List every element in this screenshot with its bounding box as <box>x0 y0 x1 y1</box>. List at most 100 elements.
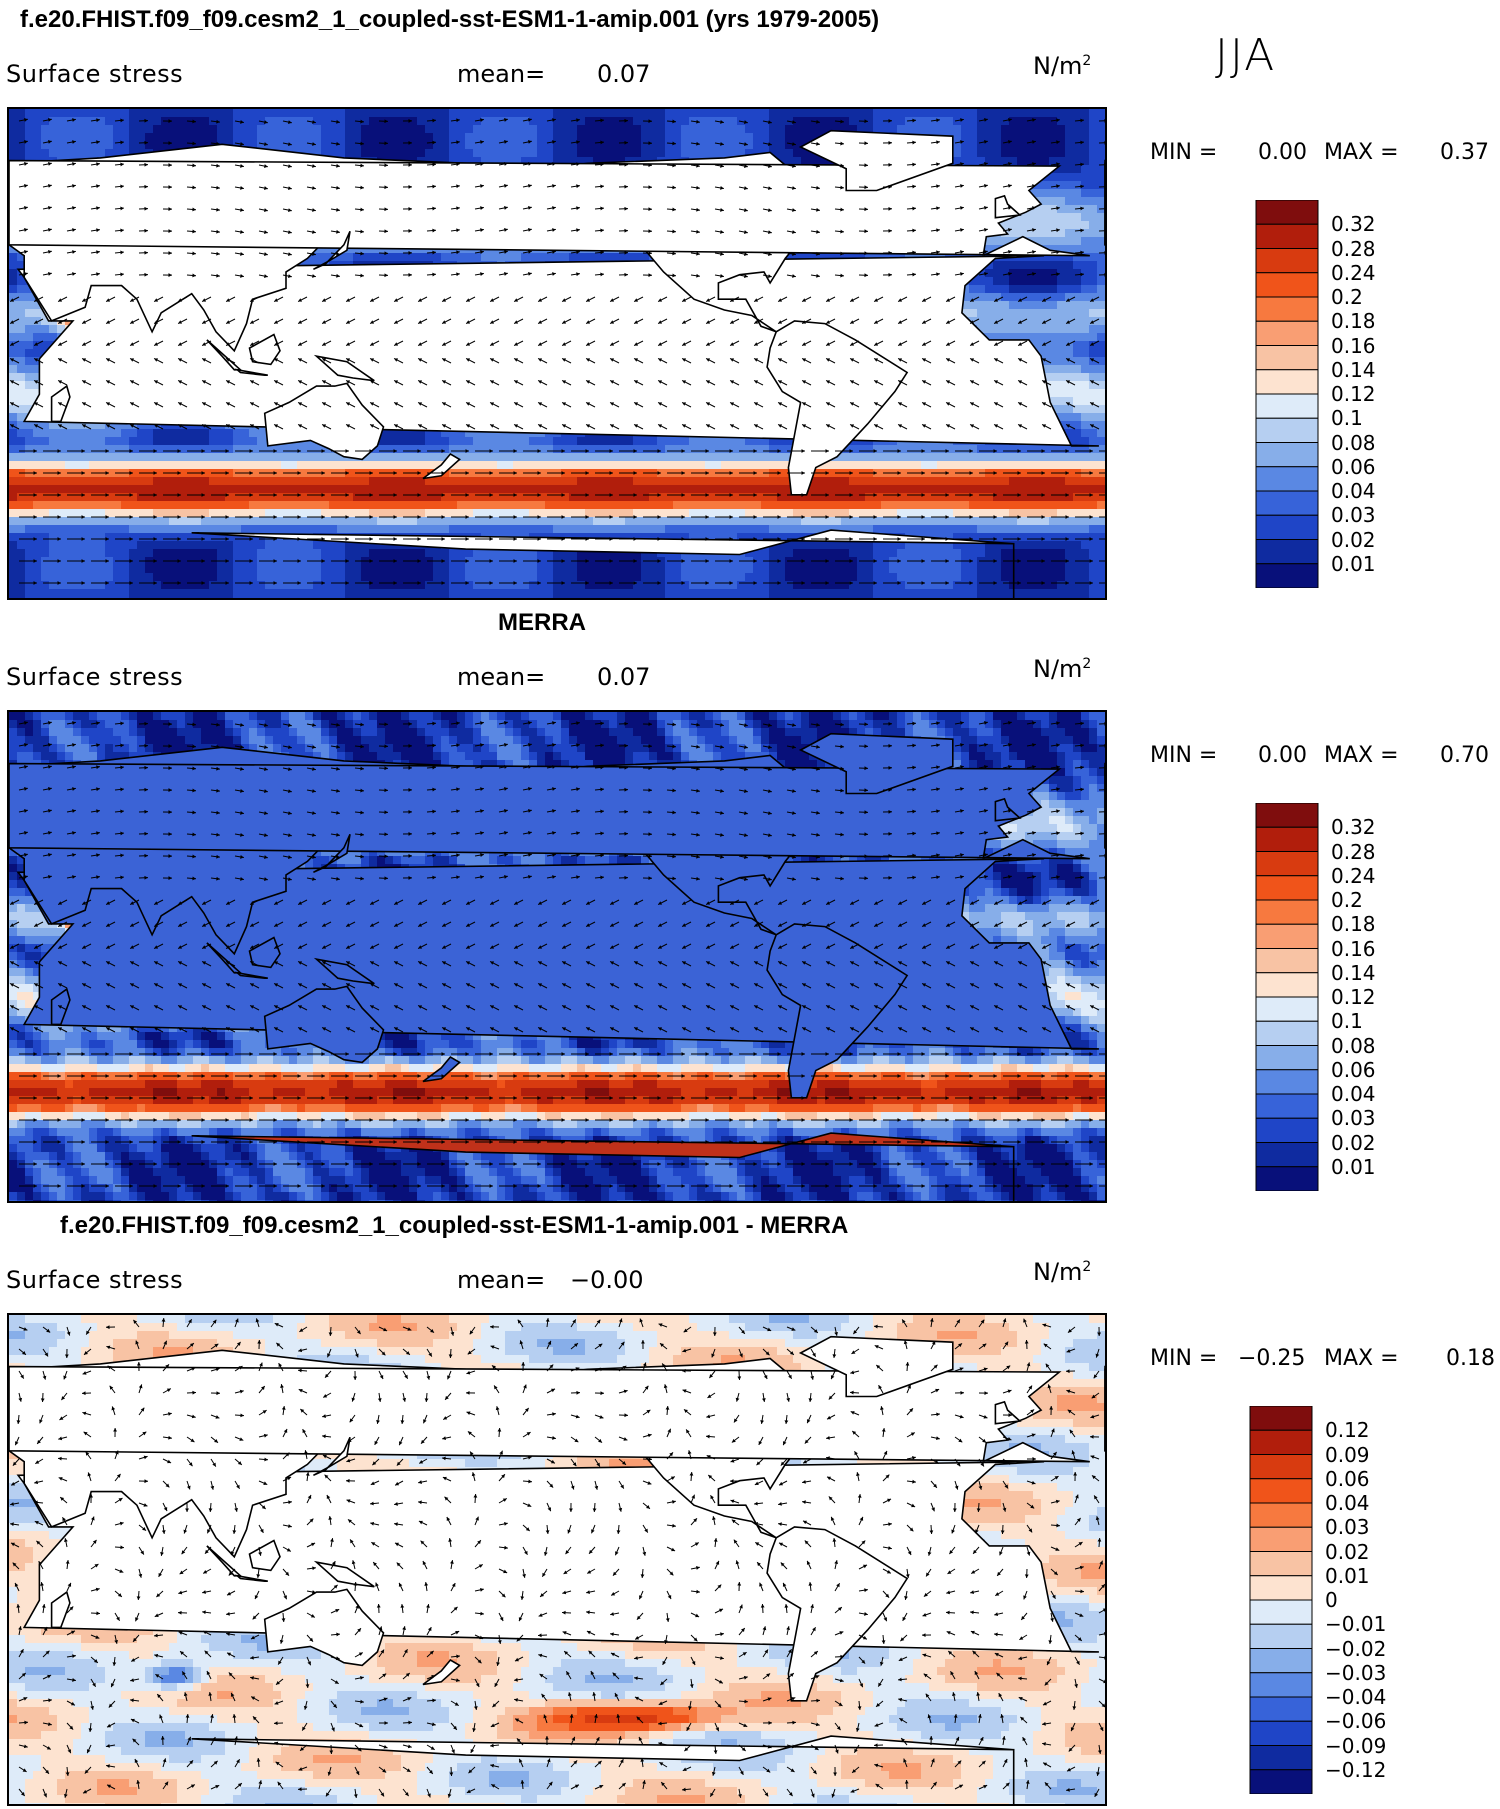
colorbar-tick-label: 0.02 <box>1331 528 1376 552</box>
panel-title: f.e20.FHIST.f09_f09.cesm2_1_coupled-sst-… <box>20 6 879 34</box>
colorbar-tick-label: 0 <box>1325 1588 1338 1612</box>
colorbar-swatch <box>1249 1405 1313 1431</box>
colorbar-swatch <box>1249 1526 1313 1552</box>
colorbar-swatch <box>1255 1117 1319 1143</box>
land-antarctica <box>191 1735 1015 1804</box>
colorbar-tick-label: 0.14 <box>1331 358 1376 382</box>
colorbar-swatch <box>1249 1672 1313 1698</box>
colorbar-tick-label: 0.01 <box>1331 552 1376 576</box>
colorbar-swatches <box>1255 199 1319 589</box>
colorbar-swatch <box>1255 1166 1319 1192</box>
colorbar-tick-label: 0.14 <box>1331 961 1376 985</box>
colorbar-tick-label: 0.1 <box>1331 406 1363 430</box>
colorbar-swatch <box>1255 490 1319 516</box>
units-superscript: 2 <box>1082 656 1091 672</box>
min-value: −0.25 <box>1238 1346 1305 1371</box>
colorbar-swatch <box>1255 1020 1319 1046</box>
land-borneo <box>248 1539 281 1572</box>
land-antarctica <box>191 529 1015 598</box>
map-plot <box>7 1313 1107 1806</box>
min-value: 0.00 <box>1258 140 1307 165</box>
colorbar-swatch <box>1249 1769 1313 1795</box>
land-japan <box>313 1436 351 1477</box>
map-canvas <box>9 109 1105 598</box>
colorbar-swatch <box>1249 1720 1313 1746</box>
max-value: 0.70 <box>1440 743 1489 768</box>
colorbar: 0.32 0.28 0.24 0.2 0.18 0.16 0.14 0.12 0.1 0.08 0.… <box>1255 802 1376 1195</box>
land-indonesia_j <box>234 971 268 980</box>
colorbar-tick-label: 0.12 <box>1331 985 1376 1009</box>
map-canvas <box>9 712 1105 1201</box>
colorbar-swatch <box>1255 1142 1319 1168</box>
colorbar-tick-label: 0.01 <box>1325 1564 1370 1588</box>
units-label: N/m2 <box>1033 655 1091 683</box>
colorbar-swatch <box>1255 345 1319 371</box>
colorbar-tick-label: 0.28 <box>1331 237 1376 261</box>
variable-label: Surface stress <box>6 60 183 88</box>
land-samerica <box>766 1526 909 1702</box>
colorbar-tick-label: 0.08 <box>1331 1034 1376 1058</box>
colorbar-tick-label: 0.12 <box>1325 1418 1370 1442</box>
colorbar-tick-label: 0.24 <box>1331 261 1376 285</box>
colorbar-swatch <box>1255 851 1319 877</box>
colorbar-tick-label: 0.18 <box>1331 309 1376 333</box>
colorbar-swatch <box>1255 442 1319 468</box>
variable-label: Surface stress <box>6 1266 183 1294</box>
colorbar-tick-label: 0.16 <box>1331 937 1376 961</box>
colorbar-tick-label: 0.24 <box>1331 864 1376 888</box>
land-newguinea <box>313 354 375 382</box>
colorbar-swatch <box>1255 417 1319 443</box>
colorbar-swatch <box>1249 1648 1313 1674</box>
colorbar-tick-label: 0.32 <box>1331 815 1376 839</box>
mean-value: 0.07 <box>597 663 650 691</box>
units-superscript: 2 <box>1082 53 1091 69</box>
colorbar-tick-label: 0.06 <box>1331 455 1376 479</box>
min-label: MIN = <box>1150 1346 1217 1371</box>
colorbar-swatch <box>1249 1696 1313 1722</box>
colorbar-tick-label: 0.1 <box>1331 1009 1363 1033</box>
colorbar-swatch <box>1249 1478 1313 1504</box>
colorbar-swatch <box>1249 1623 1313 1649</box>
land-australia <box>263 382 385 461</box>
colorbar-tick-label: −0.09 <box>1325 1734 1386 1758</box>
colorbar-tick-label: 0.02 <box>1325 1540 1370 1564</box>
units-text: N/m <box>1033 655 1082 683</box>
colorbar-swatch <box>1255 563 1319 589</box>
colorbar-tick-label: −0.01 <box>1325 1612 1386 1636</box>
stress-vectors <box>9 721 1105 1188</box>
colorbar-swatch <box>1255 320 1319 346</box>
colorbar-tick-label: 0.04 <box>1331 479 1376 503</box>
colorbar: 0.12 0.09 0.06 0.04 0.03 0.02 0.01 0 −0.01 −0.02−… <box>1249 1405 1386 1798</box>
map-plot <box>7 710 1107 1203</box>
colorbar-swatch <box>1255 223 1319 249</box>
colorbar-swatches <box>1255 802 1319 1192</box>
colorbar-tick-label: 0.04 <box>1325 1491 1370 1515</box>
colorbar-swatch <box>1255 296 1319 322</box>
colorbar-tick-label: 0.03 <box>1331 503 1376 527</box>
mean-label: mean= <box>457 663 545 691</box>
colorbar-swatch <box>1249 1429 1313 1455</box>
units-label: N/m2 <box>1033 52 1091 80</box>
max-label: MAX = <box>1324 1346 1399 1371</box>
land-australia <box>263 985 385 1064</box>
min-max-readout: MIN = 0.00 MAX = 0.70 <box>1150 743 1489 768</box>
land-nz <box>422 1658 461 1686</box>
colorbar: 0.32 0.28 0.24 0.2 0.18 0.16 0.14 0.12 0.1 0.08 0.… <box>1255 199 1376 592</box>
map-canvas <box>9 1315 1105 1804</box>
colorbar-swatch <box>1249 1502 1313 1528</box>
colorbar-swatch <box>1255 826 1319 852</box>
land-japan <box>313 833 351 874</box>
colorbar-swatch <box>1255 996 1319 1022</box>
colorbar-swatch <box>1255 972 1319 998</box>
variable-label: Surface stress <box>6 663 183 691</box>
colorbar-tick-label: −0.02 <box>1325 1637 1386 1661</box>
min-value: 0.00 <box>1258 743 1307 768</box>
land-indonesia_j <box>234 1574 268 1583</box>
colorbar-swatch <box>1255 1069 1319 1095</box>
max-label: MAX = <box>1324 140 1399 165</box>
land-indonesia_j <box>234 368 268 377</box>
units-text: N/m <box>1033 1258 1082 1286</box>
stress-vectors <box>9 118 1105 585</box>
land-sumatra <box>206 1545 243 1577</box>
stress-vectors <box>10 1317 1105 1798</box>
